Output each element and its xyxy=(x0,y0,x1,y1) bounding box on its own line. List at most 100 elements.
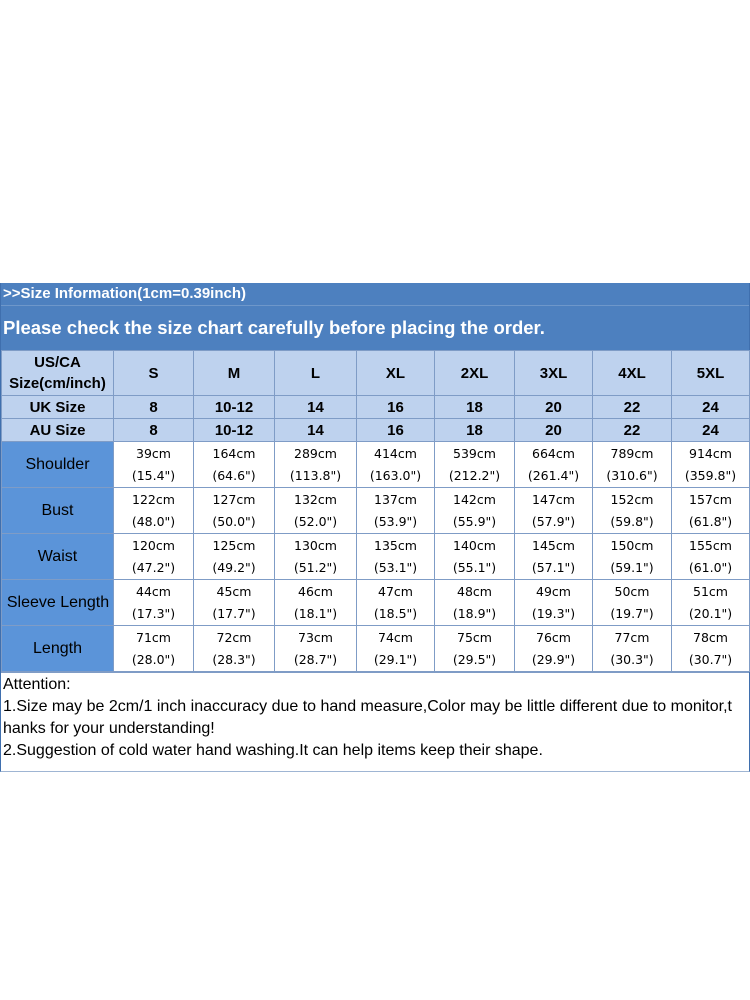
size-header-cell: 5XL xyxy=(671,350,750,396)
measurement-inch: (261.4") xyxy=(527,467,580,483)
measurement-inch: (49.2") xyxy=(212,559,256,575)
measurement-inch: (61.0") xyxy=(688,559,733,575)
measurement-cm: 147cm xyxy=(532,491,575,507)
au-size-cell: 10-12 xyxy=(193,418,275,442)
measurement-inch: (17.7") xyxy=(212,605,256,621)
size-table: US/CA Size(cm/inch) S M L XL 2XL 3XL 4XL… xyxy=(1,350,750,672)
measurement-cm: 44cm xyxy=(136,583,171,599)
au-size-label: AU Size xyxy=(1,418,114,442)
measurement-inch: (19.7") xyxy=(610,605,654,621)
measurement-cm: 48cm xyxy=(457,583,492,599)
uk-size-cell: 8 xyxy=(113,395,194,419)
measurement-inch: (30.7") xyxy=(688,651,733,667)
measurement-cell: 50cm (19.7") xyxy=(592,579,672,626)
measurement-cell: 142cm (55.9") xyxy=(434,487,515,534)
size-header-cell: M xyxy=(193,350,275,396)
measurement-row: Length 71cm (28.0") 72cm (28.3") 73cm (28.7") 7… xyxy=(1,625,750,672)
measurement-cell: 130cm (51.2") xyxy=(274,533,357,580)
measurement-cell: 664cm (261.4") xyxy=(514,441,593,488)
measurement-cell: 44cm (17.3") xyxy=(113,579,194,626)
measurement-cm: 137cm xyxy=(374,491,417,507)
measurement-cm: 914cm xyxy=(689,445,732,461)
attention-note-2: 2.Suggestion of cold water hand washing.… xyxy=(3,742,543,759)
au-size-cell: 18 xyxy=(434,418,515,442)
measurement-label: Waist xyxy=(1,533,114,580)
uk-size-cell: 22 xyxy=(592,395,672,419)
measurement-cm: 49cm xyxy=(536,583,571,599)
measurement-inch: (113.8") xyxy=(289,467,342,483)
measurement-inch: (18.1") xyxy=(293,605,338,621)
measurement-inch: (55.1") xyxy=(452,559,497,575)
measurement-inch: (20.1") xyxy=(688,605,733,621)
au-size-cell: 20 xyxy=(514,418,593,442)
measurement-inch: (18.9") xyxy=(452,605,497,621)
measurement-label: Bust xyxy=(1,487,114,534)
measurement-cm: 164cm xyxy=(212,445,256,461)
measurement-cell: 46cm (18.1") xyxy=(274,579,357,626)
measurement-cm: 39cm xyxy=(136,445,171,461)
measurement-cm: 125cm xyxy=(212,537,256,553)
measurement-cm: 74cm xyxy=(378,629,413,645)
measurement-cm: 140cm xyxy=(453,537,496,553)
us-size-label-line1: US/CA xyxy=(34,354,81,371)
measurement-inch: (310.6") xyxy=(606,467,658,483)
measurement-row: Shoulder 39cm (15.4") 164cm (64.6") 289cm (113… xyxy=(1,441,750,488)
measurement-cm: 150cm xyxy=(610,537,654,553)
au-size-cell: 16 xyxy=(356,418,435,442)
measurement-inch: (48.0") xyxy=(131,513,176,529)
measurement-cell: 125cm (49.2") xyxy=(193,533,275,580)
measurement-cm: 145cm xyxy=(532,537,575,553)
measurement-cell: 51cm (20.1") xyxy=(671,579,750,626)
size-check-notice: Please check the size chart carefully be… xyxy=(1,305,749,350)
measurement-cm: 539cm xyxy=(453,445,496,461)
measurement-inch: (64.6") xyxy=(212,467,256,483)
measurement-cm: 127cm xyxy=(212,491,256,507)
measurement-inch: (359.8") xyxy=(684,467,737,483)
us-size-label-line2: Size(cm/inch) xyxy=(9,375,106,392)
uk-size-cell: 20 xyxy=(514,395,593,419)
measurement-label: Shoulder xyxy=(1,441,114,488)
size-header-cell: L xyxy=(274,350,357,396)
measurement-cm: 155cm xyxy=(689,537,732,553)
measurement-inch: (53.9") xyxy=(373,513,418,529)
uk-size-cell: 16 xyxy=(356,395,435,419)
measurement-inch: (19.3") xyxy=(531,605,576,621)
measurement-cm: 47cm xyxy=(378,583,413,599)
measurement-inch: (15.4") xyxy=(131,467,176,483)
measurement-cell: 78cm (30.7") xyxy=(671,625,750,672)
measurement-cell: 45cm (17.7") xyxy=(193,579,275,626)
uk-size-cell: 10-12 xyxy=(193,395,275,419)
measurement-cm: 71cm xyxy=(136,629,171,645)
measurement-cm: 130cm xyxy=(294,537,337,553)
au-size-cell: 24 xyxy=(671,418,750,442)
attention-note-1-cont: hanks for your understanding! xyxy=(3,720,215,737)
size-header-cell: XL xyxy=(356,350,435,396)
uk-size-row: UK Size 8 10-12 14 16 18 20 22 24 xyxy=(1,395,750,419)
measurement-cell: 135cm (53.1") xyxy=(356,533,435,580)
measurement-cm: 120cm xyxy=(132,537,175,553)
measurement-inch: (53.1") xyxy=(373,559,418,575)
measurement-cell: 127cm (50.0") xyxy=(193,487,275,534)
attention-notes: Attention: 1.Size may be 2cm/1 inch inac… xyxy=(1,672,749,764)
measurement-cell: 77cm (30.3") xyxy=(592,625,672,672)
measurement-cell: 164cm (64.6") xyxy=(193,441,275,488)
measurement-cm: 72cm xyxy=(216,629,252,645)
au-size-row: AU Size 8 10-12 14 16 18 20 22 24 xyxy=(1,418,750,442)
measurement-cm: 135cm xyxy=(374,537,417,553)
measurement-cm: 664cm xyxy=(532,445,575,461)
measurement-cell: 39cm (15.4") xyxy=(113,441,194,488)
measurement-cm: 73cm xyxy=(298,629,333,645)
au-size-cell: 8 xyxy=(113,418,194,442)
measurement-cell: 155cm (61.0") xyxy=(671,533,750,580)
measurement-label: Sleeve Length xyxy=(1,579,114,626)
measurement-cm: 157cm xyxy=(689,491,732,507)
measurement-cm: 789cm xyxy=(610,445,654,461)
measurement-cell: 152cm (59.8") xyxy=(592,487,672,534)
size-header-cell: S xyxy=(113,350,194,396)
size-table-body: US/CA Size(cm/inch) S M L XL 2XL 3XL 4XL… xyxy=(1,350,750,672)
measurement-cell: 157cm (61.8") xyxy=(671,487,750,534)
measurement-cell: 140cm (55.1") xyxy=(434,533,515,580)
measurement-cell: 72cm (28.3") xyxy=(193,625,275,672)
measurement-cell: 289cm (113.8") xyxy=(274,441,357,488)
measurement-inch: (29.9") xyxy=(531,651,576,667)
